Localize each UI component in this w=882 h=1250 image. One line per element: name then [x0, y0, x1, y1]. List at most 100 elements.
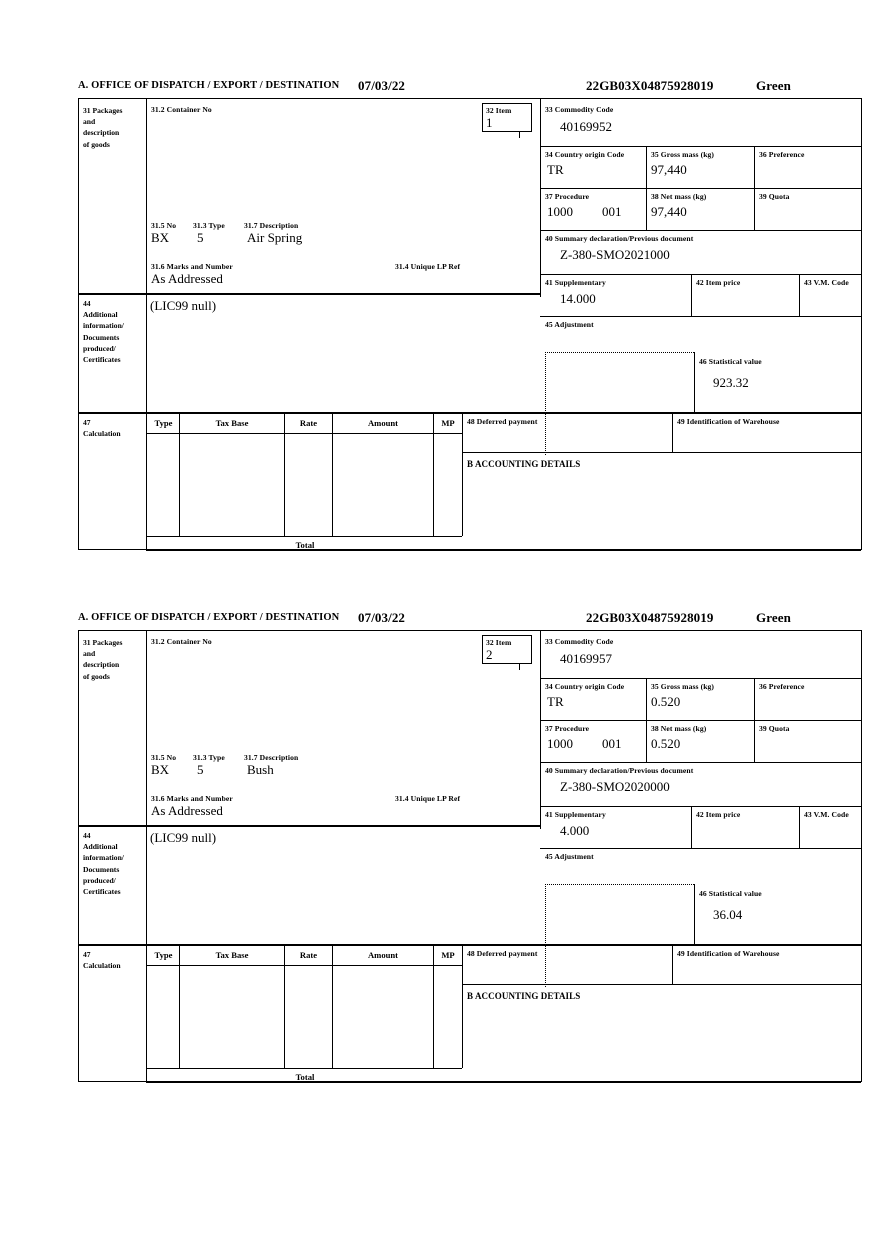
calc-header-type: Type — [154, 950, 173, 960]
box49-label: 49 Identification of Warehouse — [677, 949, 780, 958]
calc-total-label: Total — [295, 540, 315, 550]
box47-side-label: 47 Calculation — [83, 950, 121, 971]
box32-value: 1 — [486, 115, 493, 130]
divider-label-column — [146, 99, 148, 437]
box34-value: TR — [547, 694, 564, 709]
box31-container-label: 31.2 Container No — [151, 105, 212, 114]
box44-side-label: 44 Additional information/ Documents pro… — [83, 299, 124, 365]
calc-col-type — [179, 946, 181, 1068]
box31-marks-value: As Addressed — [151, 803, 223, 818]
box31-marks-value: As Addressed — [151, 271, 223, 286]
box31-marks-label: 31.6 Marks and Number — [151, 262, 233, 271]
rule-37-40 — [540, 762, 861, 764]
box44-value: (LIC99 null) — [150, 298, 217, 313]
box31-type-value: 5 — [197, 230, 204, 245]
form-header: A. OFFICE OF DISPATCH / EXPORT / DESTINA… — [78, 610, 862, 630]
office-of-dispatch-label: A. OFFICE OF DISPATCH / EXPORT / DESTINA… — [78, 80, 340, 91]
boxB-label: B ACCOUNTING DETAILS — [467, 459, 581, 469]
office-of-dispatch-label: A. OFFICE OF DISPATCH / EXPORT / DESTINA… — [78, 612, 340, 623]
box40-label: 40 Summary declaration/Previous document — [545, 234, 694, 243]
divider-42-43 — [799, 806, 801, 848]
rule-33-34 — [540, 146, 861, 148]
box37-label: 37 Procedure — [545, 724, 590, 733]
box31-description-value: Bush — [247, 762, 274, 777]
box31-no-value: BX — [151, 762, 170, 777]
box36-label: 36 Preference — [759, 150, 805, 159]
box31-description-label: 31.7 Description — [244, 221, 299, 230]
box38-value: 97,440 — [651, 204, 687, 219]
calc-header-amount: Amount — [367, 950, 399, 960]
box31-no-label: 31.5 No — [151, 221, 177, 230]
calc-total-label: Total — [295, 1072, 315, 1082]
box31-container-label: 31.2 Container No — [151, 637, 212, 646]
box48-label: 48 Deferred payment — [467, 417, 538, 426]
calc-header-mp: MP — [441, 950, 455, 960]
box34-label: 34 Country origin Code — [545, 682, 625, 691]
form-body: 31 Packages and description of goods 31.… — [78, 98, 862, 551]
box31-type-label: 31.3 Type — [193, 221, 225, 230]
calc-col-amount — [433, 414, 435, 536]
box35-value: 97,440 — [651, 162, 687, 177]
calc-header-rate: Rate — [299, 950, 318, 960]
box40-value: Z-380-SMO2021000 — [560, 247, 670, 262]
box35-label: 35 Gross mass (kg) — [651, 150, 715, 159]
rule-34-37 — [540, 188, 861, 190]
calc-col-type — [179, 414, 181, 536]
divider-41-42 — [691, 806, 693, 848]
form-header: A. OFFICE OF DISPATCH / EXPORT / DESTINA… — [78, 78, 862, 98]
box31-side-label: 31 Packages and description of goods — [83, 106, 123, 149]
routing-status: Green — [756, 610, 791, 625]
rule-41-45 — [540, 848, 861, 850]
box41-value: 14.000 — [560, 291, 596, 306]
box46-label: 46 Statistical value — [699, 357, 762, 366]
calc-header-tax-base: Tax Base — [215, 418, 249, 428]
box34-value: TR — [547, 162, 564, 177]
box32-value: 2 — [486, 647, 493, 662]
box46-label: 46 Statistical value — [699, 889, 762, 898]
box45-label: 45 Adjustment — [545, 320, 594, 329]
box47-side-label: 47 Calculation — [83, 418, 121, 439]
declaration-date: 07/03/22 — [358, 610, 406, 625]
box41-label: 41 Supplementary — [545, 278, 606, 287]
calc-col-rate — [332, 414, 334, 536]
form-body: 31 Packages and description of goods 31.… — [78, 630, 862, 1083]
divider-41-42 — [691, 274, 693, 316]
box44-value: (LIC99 null) — [150, 830, 217, 845]
rule-48-B — [462, 452, 861, 454]
box41-value: 4.000 — [560, 823, 590, 838]
divider-46-left — [694, 884, 696, 944]
calc-col-amount — [433, 946, 435, 1068]
box33-value: 40169952 — [560, 119, 612, 134]
movement-reference-number: 22GB03X04875928019 — [586, 78, 714, 93]
divider-34-35 — [646, 678, 648, 762]
box48-label: 48 Deferred payment — [467, 949, 538, 958]
rule-40-41 — [540, 806, 861, 808]
box31-no-label: 31.5 No — [151, 753, 177, 762]
divider-47-48 — [462, 412, 464, 452]
rule-41-45 — [540, 316, 861, 318]
box31-type-label: 31.3 Type — [193, 753, 225, 762]
box31-marks-label: 31.6 Marks and Number — [151, 794, 233, 803]
rule-31-44 — [79, 825, 540, 827]
box43-label: 43 V.M. Code — [804, 278, 849, 287]
dotted-rule-horizontal — [545, 884, 694, 885]
box43-label: 43 V.M. Code — [804, 810, 849, 819]
box32-label: 32 Item — [486, 106, 512, 115]
calc-bottom-rule — [146, 1081, 861, 1083]
calc-left-edge — [146, 412, 148, 550]
rule-33-34 — [540, 678, 861, 680]
box40-value: Z-380-SMO2020000 — [560, 779, 670, 794]
box31-side-label: 31 Packages and description of goods — [83, 638, 123, 681]
divider-right-panel — [540, 99, 542, 297]
rule-37-40 — [540, 230, 861, 232]
movement-reference-number: 22GB03X04875928019 — [586, 610, 714, 625]
calc-col-taxbase — [284, 946, 286, 1068]
calc-total-rule — [146, 1068, 462, 1070]
customs-form-item-1: A. OFFICE OF DISPATCH / EXPORT / DESTINA… — [78, 78, 862, 551]
box33-label: 33 Commodity Code — [545, 105, 614, 114]
box31-description-value: Air Spring — [247, 230, 303, 245]
box37-value: 1000 — [547, 736, 573, 751]
box31-unique-lp-label: 31.4 Unique LP Ref — [395, 262, 461, 271]
box49-label: 49 Identification of Warehouse — [677, 417, 780, 426]
box39-label: 39 Quota — [759, 192, 790, 201]
